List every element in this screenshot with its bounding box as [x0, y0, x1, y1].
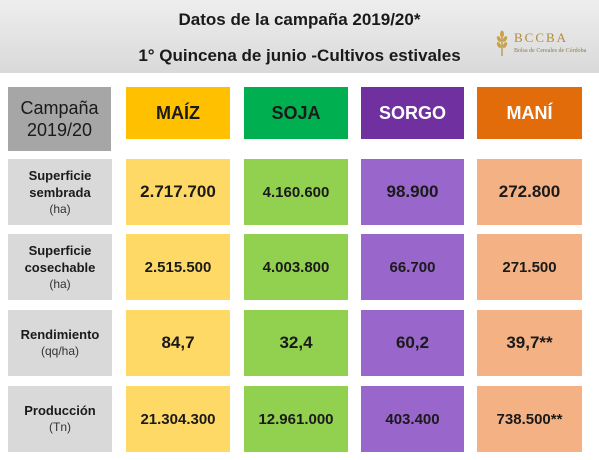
campaign-header: Campaña 2019/20 — [8, 87, 111, 151]
row-label-line1: Producción — [24, 403, 96, 418]
row-label-line1: Superficie — [28, 167, 92, 183]
crop-header-maiz: MAÍZ — [126, 87, 230, 139]
value-produccion-mani: 738.500** — [477, 386, 582, 452]
row-label-rendimiento: Rendimiento (qq/ha) — [8, 310, 112, 376]
value-cosechable-mani: 271.500 — [477, 234, 582, 300]
campaign-label: Campaña — [20, 98, 99, 118]
value-sembrada-maiz: 2.717.700 — [126, 159, 230, 225]
value-produccion-soja: 12.961.000 — [244, 386, 348, 452]
row-label-line2: cosechable — [24, 259, 96, 275]
value-cosechable-maiz: 2.515.500 — [126, 234, 230, 300]
crop-header-sorgo: SORGO — [361, 87, 464, 139]
value-sembrada-sorgo: 98.900 — [361, 159, 464, 225]
value-rendimiento-mani: 39,7** — [477, 310, 582, 376]
crop-header-soja: SOJA — [244, 87, 348, 139]
campaign-year: 2019/20 — [26, 120, 93, 140]
value-rendimiento-soja: 32,4 — [244, 310, 348, 376]
value-sembrada-soja: 4.160.600 — [244, 159, 348, 225]
value-produccion-sorgo: 403.400 — [361, 386, 464, 452]
row-label-line2: sembrada — [29, 184, 91, 200]
row-unit: (ha) — [49, 201, 71, 216]
bccba-logo: BCCBA Bolsa de Cereales de Córdoba — [494, 28, 594, 62]
wheat-icon — [496, 30, 508, 56]
logo-subtitle: Bolsa de Cereales de Córdoba — [514, 48, 587, 54]
row-unit: (qq/ha) — [40, 344, 80, 358]
logo-name: BCCBA — [514, 30, 569, 45]
title-banner: Datos de la campaña 2019/20* 1° Quincena… — [0, 0, 599, 73]
crop-header-mani: MANÍ — [477, 87, 582, 139]
value-cosechable-soja: 4.003.800 — [244, 234, 348, 300]
value-produccion-maiz: 21.304.300 — [126, 386, 230, 452]
row-label-line1: Superficie — [28, 242, 92, 258]
row-label-produccion: Producción (Tn) — [8, 386, 112, 452]
row-label-sembrada: Superficie sembrada (ha) — [8, 159, 112, 225]
value-rendimiento-maiz: 84,7 — [126, 310, 230, 376]
page-title: Datos de la campaña 2019/20* — [178, 10, 421, 29]
page-subtitle: 1° Quincena de junio -Cultivos estivales — [138, 46, 461, 65]
row-label-line1: Rendimiento — [20, 327, 100, 342]
row-label-cosechable: Superficie cosechable (ha) — [8, 234, 112, 300]
value-cosechable-sorgo: 66.700 — [361, 234, 464, 300]
value-rendimiento-sorgo: 60,2 — [361, 310, 464, 376]
row-unit: (ha) — [49, 276, 71, 291]
value-sembrada-mani: 272.800 — [477, 159, 582, 225]
row-unit: (Tn) — [49, 420, 71, 434]
